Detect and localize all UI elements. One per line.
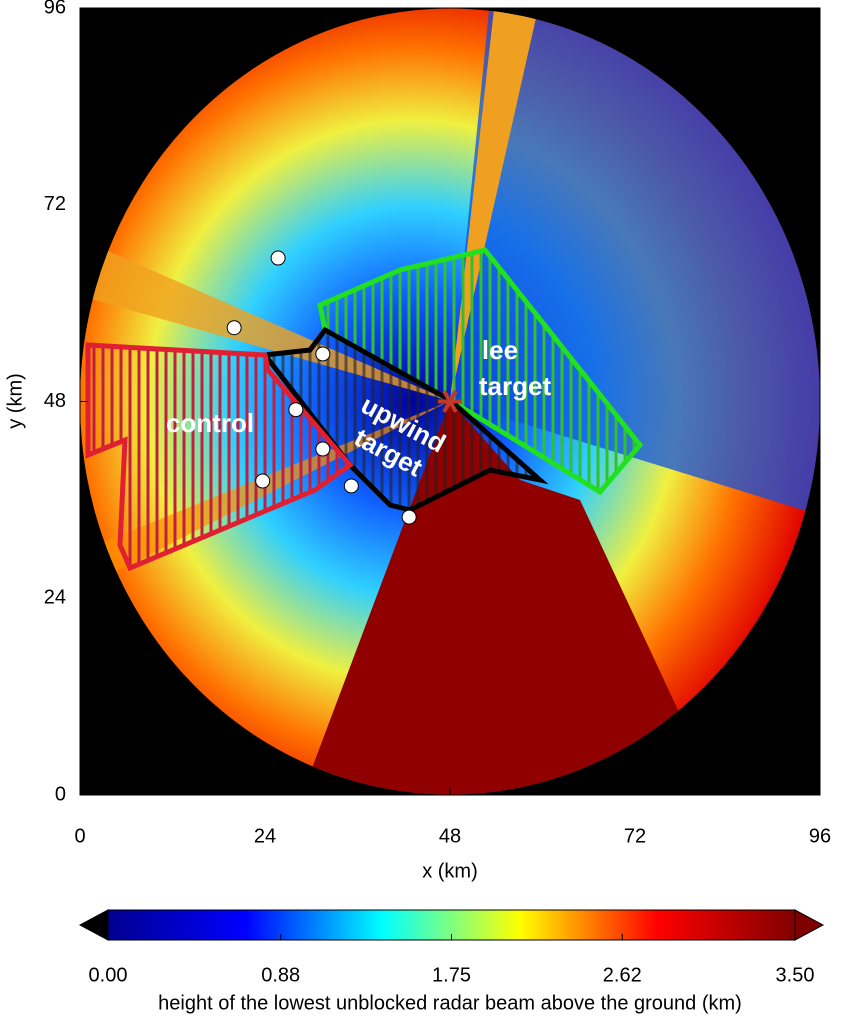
x-tick-label: 96 [809,825,831,847]
radar-marker [438,390,462,413]
y-tick-label: 48 [44,390,66,412]
annotation: target [479,371,552,401]
x-tick-label: 24 [254,825,276,847]
gauge-point [401,509,417,525]
radar-marker-stroke [442,390,458,413]
colorbar-under [78,909,109,941]
colorbar-tick-label: 3.50 [776,964,815,986]
y-tick-label: 96 [44,0,66,18]
colorbar-over [794,909,825,941]
colorbar-tick-label: 1.75 [432,964,471,986]
x-tick-label: 0 [74,825,85,847]
colorbar-tick-label: 2.62 [603,964,642,986]
x-axis-label: x (km) [422,860,478,882]
x-tick-label: 48 [439,825,461,847]
gauge-point [315,441,331,457]
gauge-point [315,346,331,362]
x-tick-label: 72 [624,825,646,847]
y-tick-label: 24 [44,587,66,609]
colorbar-label: height of the lowest unblocked radar bea… [158,992,742,1014]
gauge-point [343,478,359,494]
colorbar-tick-label: 0.88 [261,964,300,986]
control-region [85,342,354,572]
gauge-point [288,402,304,418]
gauge-point [255,473,271,489]
colorbar-tick-label: 0.00 [89,964,128,986]
upwind-target-region [260,326,549,513]
annotation: control [166,408,254,438]
annotation: lee [482,335,518,365]
gauge-point [270,250,286,266]
gauge-point [226,320,242,336]
y-axis-label: y (km) [4,373,26,429]
y-tick-label: 0 [55,783,66,805]
y-tick-label: 72 [44,193,66,215]
